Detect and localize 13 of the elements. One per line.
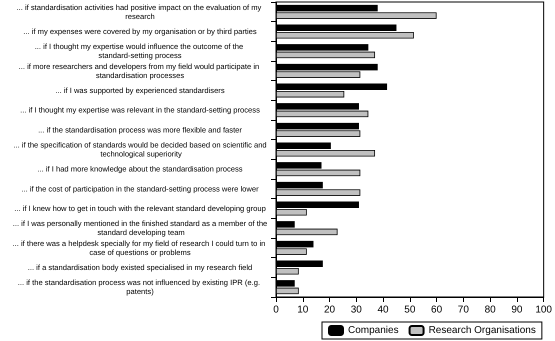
x-tick-label: 0 [273, 304, 280, 316]
x-tick-label: 30 [350, 304, 362, 316]
legend-label: Research Organisations [428, 325, 536, 336]
x-tick-label: 90 [511, 304, 523, 316]
x-tick-label: 50 [404, 304, 416, 316]
x-tick-label: 40 [378, 304, 390, 316]
x-tick-label: 100 [535, 304, 552, 316]
x-tick-label: 60 [431, 304, 443, 316]
x-tick-label: 70 [458, 304, 470, 316]
x-tick-label: 20 [324, 304, 336, 316]
x-tick-label: 80 [484, 304, 496, 316]
x-tick-label: 10 [297, 304, 309, 316]
legend-label: Companies [348, 325, 399, 336]
